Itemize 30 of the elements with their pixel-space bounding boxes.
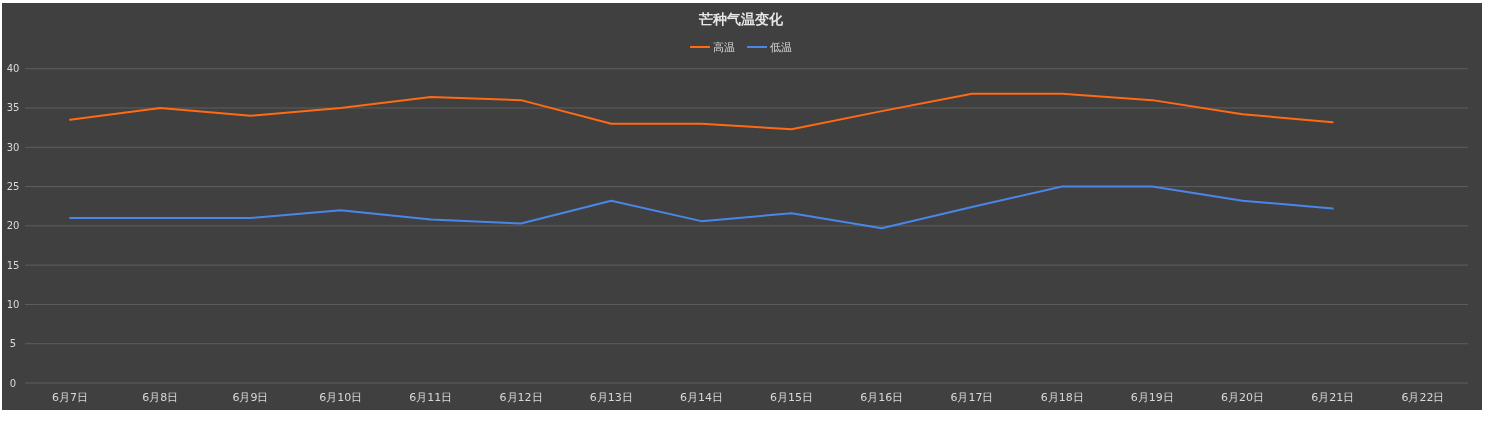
y-tick-label: 0 <box>9 377 17 389</box>
y-tick-label: 30 <box>6 141 20 153</box>
x-tick-label: 6月22日 <box>1401 391 1445 404</box>
chart-title: 芒种气温变化 <box>698 11 784 27</box>
x-tick-label: 6月14日 <box>679 391 723 404</box>
line-series <box>69 92 1334 131</box>
line-series <box>69 185 1334 230</box>
x-tick-label: 6月18日 <box>1040 391 1084 404</box>
legend-label: 高温 <box>713 41 735 54</box>
x-tick-label: 6月13日 <box>589 391 633 404</box>
x-tick-label: 6月21日 <box>1311 391 1355 404</box>
x-tick-label: 6月8日 <box>142 391 179 404</box>
y-tick-label: 10 <box>6 298 20 310</box>
y-tick-label: 35 <box>6 102 20 114</box>
x-tick-label: 6月15日 <box>770 391 814 404</box>
x-tick-label: 6月10日 <box>319 391 363 404</box>
legend-label: 低温 <box>770 41 792 54</box>
y-tick-label: 20 <box>6 220 20 232</box>
x-tick-label: 6月7日 <box>52 391 89 404</box>
y-tick-label: 40 <box>6 63 20 75</box>
y-tick-label: 5 <box>9 338 17 350</box>
x-tick-label: 6月9日 <box>232 391 269 404</box>
x-tick-label: 6月12日 <box>499 391 543 404</box>
x-tick-label: 6月11日 <box>409 391 453 404</box>
x-tick-label: 6月19日 <box>1130 391 1174 404</box>
x-tick-label: 6月17日 <box>950 391 994 404</box>
x-tick-label: 6月16日 <box>860 391 904 404</box>
x-tick-label: 6月20日 <box>1221 391 1265 404</box>
y-tick-label: 25 <box>6 181 20 193</box>
y-tick-label: 15 <box>6 259 20 271</box>
